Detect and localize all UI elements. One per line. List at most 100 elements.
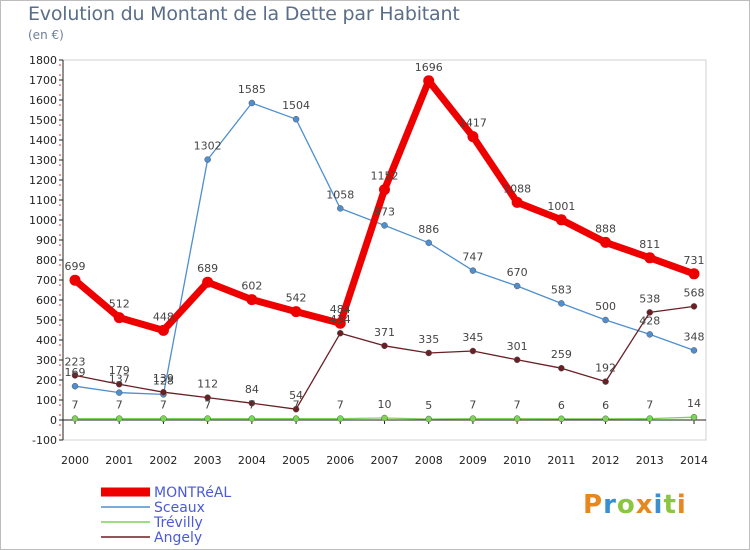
y-minor-dot [59, 284, 61, 286]
series-2 [71, 413, 698, 423]
data-label: 6 [602, 399, 609, 412]
data-point [71, 415, 79, 422]
x-tick-label: 2006 [326, 454, 354, 467]
x-tick-label: 2012 [592, 454, 620, 467]
data-point [644, 252, 656, 264]
y-minor-dot [59, 64, 61, 66]
data-point [425, 415, 432, 423]
data-point [602, 316, 609, 324]
data-label: 192 [595, 362, 616, 375]
y-minor-dot [59, 364, 61, 366]
data-label: 5 [425, 399, 432, 412]
data-label: 1417 [459, 117, 487, 130]
y-minor-dot [59, 214, 61, 216]
data-label: 6 [558, 399, 565, 412]
y-tick-label: -100 [32, 434, 57, 447]
data-point [381, 414, 388, 422]
x-tick-label: 2002 [149, 454, 177, 467]
data-label: 7 [646, 399, 653, 412]
logo-letter: P [583, 490, 604, 520]
data-label: 1088 [503, 182, 531, 195]
y-tick-label: 500 [36, 314, 57, 327]
y-tick-label: 1800 [29, 54, 57, 67]
logo-letter: i [676, 490, 687, 520]
y-minor-dot [59, 314, 61, 316]
data-point [558, 364, 565, 372]
y-minor-dot [59, 134, 61, 136]
y-minor-dot [59, 384, 61, 386]
y-tick-label: 400 [36, 334, 57, 347]
data-point [334, 317, 346, 329]
data-point [558, 300, 565, 307]
data-point [337, 415, 344, 422]
data-label: 371 [374, 326, 395, 339]
data-point [204, 415, 211, 422]
y-tick-label: 800 [36, 254, 57, 267]
data-label: 7 [72, 399, 79, 412]
data-point [688, 268, 700, 280]
y-minor-dot [59, 324, 61, 326]
data-label: 223 [65, 355, 86, 368]
data-point [379, 184, 390, 196]
legend-label: Sceaux [154, 500, 205, 516]
y-minor-dot [59, 184, 61, 186]
legend-label: MONTRéAL [154, 485, 231, 501]
data-point [469, 267, 477, 274]
data-label: 139 [153, 372, 174, 385]
data-label: 137 [109, 373, 130, 386]
data-label: 886 [418, 223, 439, 236]
data-point [600, 236, 612, 248]
y-minor-dot [59, 234, 61, 236]
x-tick-label: 2013 [636, 454, 664, 467]
y-minor-dot [59, 294, 61, 296]
data-point [71, 372, 79, 379]
data-label: 1058 [326, 188, 354, 201]
x-tick-label: 2007 [371, 454, 399, 467]
y-tick-label: 1100 [29, 194, 57, 207]
data-label: 348 [684, 330, 705, 343]
y-minor-dot [59, 194, 61, 196]
data-label: 345 [462, 331, 483, 344]
y-minor-dot [59, 354, 61, 356]
data-label: 7 [160, 399, 167, 412]
y-tick-label: 1500 [29, 114, 57, 127]
data-label: 335 [418, 333, 439, 346]
data-label: 1696 [415, 61, 443, 74]
data-label: 7 [514, 399, 521, 412]
logo-letter: x [635, 490, 654, 520]
y-tick-label: 600 [36, 294, 57, 307]
y-minor-dot [59, 74, 61, 76]
data-label: 7 [248, 399, 255, 412]
data-point [204, 394, 211, 401]
y-minor-dot [59, 434, 61, 436]
data-point [513, 356, 521, 364]
data-point [646, 331, 654, 338]
data-label: 7 [469, 399, 476, 412]
data-label: 670 [507, 266, 528, 279]
x-tick-label: 2003 [194, 454, 222, 467]
y-minor-dot [59, 204, 61, 206]
x-tick-label: 2008 [415, 454, 443, 467]
data-label: 699 [65, 260, 86, 273]
y-tick-label: 200 [36, 374, 57, 387]
y-minor-dot [59, 154, 61, 156]
data-label: 1504 [282, 99, 310, 112]
data-point [157, 324, 169, 336]
data-label: 128 [153, 374, 174, 387]
data-label: 1585 [238, 83, 266, 96]
data-point [290, 306, 302, 318]
x-tick-label: 2005 [282, 454, 310, 467]
data-point [602, 415, 609, 423]
legend-label: Angely [154, 530, 202, 546]
data-point [69, 274, 81, 286]
data-point [202, 276, 214, 288]
data-label: 583 [551, 283, 572, 296]
y-minor-dot [59, 254, 61, 256]
data-point [248, 415, 256, 422]
y-minor-dot [59, 264, 61, 266]
data-label: 1152 [371, 170, 399, 183]
data-point [513, 282, 521, 290]
data-label: 568 [684, 286, 705, 299]
y-minor-dot [59, 144, 61, 146]
data-point [113, 312, 125, 324]
